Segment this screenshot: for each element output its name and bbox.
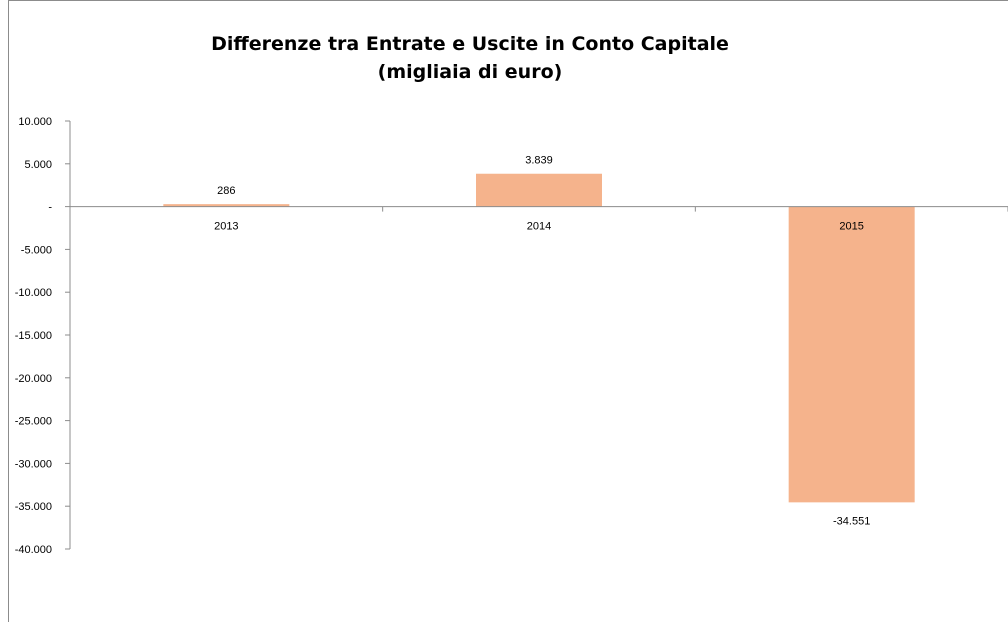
y-tick-label: -40.000 [15,544,52,556]
bar [163,204,290,207]
y-tick-label: -35.000 [15,501,52,513]
y-tick-label: -30.000 [15,458,52,470]
x-category-label: 2015 [839,221,863,233]
y-tick-label: - [48,202,52,214]
chart-title-line: Differenze tra Entrate e Uscite in Conto… [211,33,729,55]
y-tick-label: 5.000 [24,159,52,171]
chart-subtitle: (migliaia di euro) [377,61,563,83]
chart-title: Differenze tra Entrate e Uscite in Conto… [200,30,740,86]
y-tick-label: -25.000 [15,416,52,428]
x-category-label: 2014 [527,221,551,233]
x-category-label: 2013 [214,221,238,233]
bar [788,206,915,503]
data-label: 286 [217,185,235,197]
data-label: -34.551 [833,515,870,527]
y-tick-label: -15.000 [15,330,52,342]
y-tick-label: 10.000 [18,116,52,128]
bar [476,173,602,207]
data-label: 3.839 [525,155,553,167]
y-tick-label: -10.000 [15,287,52,299]
y-tick-label: -5.000 [21,244,52,256]
y-tick-label: -20.000 [15,373,52,385]
